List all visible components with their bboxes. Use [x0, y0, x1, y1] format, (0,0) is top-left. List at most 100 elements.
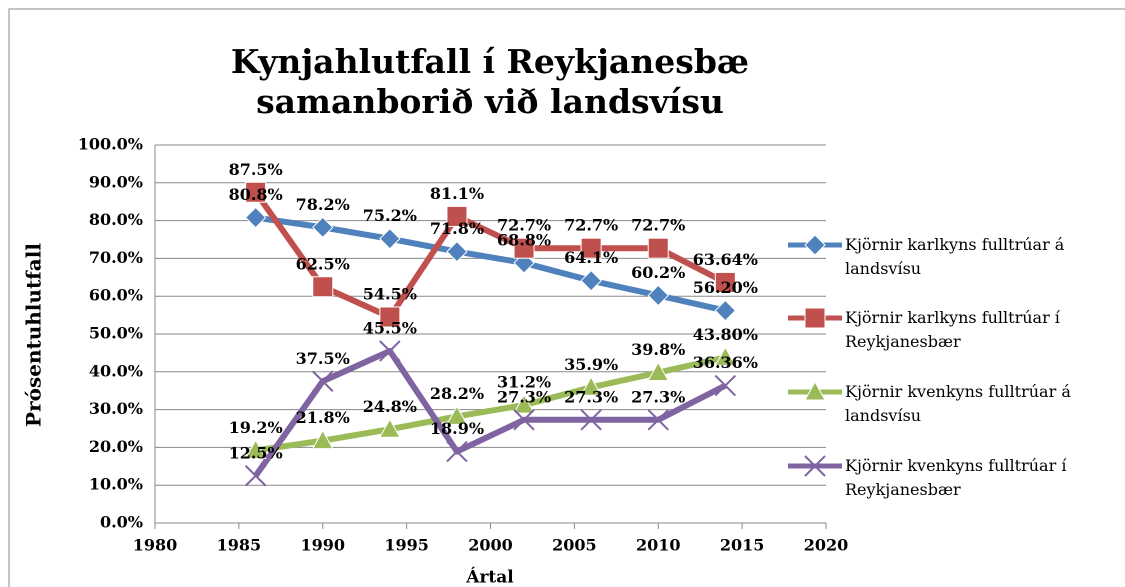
data-label: 37.5% — [296, 349, 350, 368]
marker — [244, 206, 267, 229]
data-label: 72.7% — [631, 216, 685, 235]
data-label: 36.36% — [693, 353, 758, 372]
marker — [311, 429, 334, 450]
marker — [312, 370, 334, 392]
data-label: 35.9% — [564, 355, 618, 374]
x-tick-label: 1980 — [133, 536, 178, 555]
marker — [379, 306, 401, 328]
marker — [804, 234, 826, 256]
marker — [446, 405, 468, 425]
legend-label: Kjörnir karlkyns fulltrúar á landsvísu — [845, 235, 1065, 278]
marker — [647, 361, 670, 382]
data-label: 43.80% — [693, 325, 758, 344]
legend-label: Kjörnir kvenkyns fulltrúar á landsvísu — [845, 382, 1071, 425]
marker — [446, 440, 468, 463]
x-tick-label: 2010 — [636, 536, 681, 555]
marker — [804, 380, 826, 401]
y-tick-label: 30.0% — [89, 399, 143, 418]
data-label: 56.20% — [693, 278, 758, 297]
marker — [513, 237, 535, 259]
data-label: 31.2% — [497, 373, 551, 392]
data-label: 68.8% — [497, 230, 551, 249]
marker — [446, 205, 468, 227]
data-label: 71.8% — [430, 219, 484, 238]
series-line — [255, 354, 727, 454]
y-tick-label: 100.0% — [78, 135, 143, 154]
data-label: 75.2% — [363, 206, 417, 225]
chart-title: Kynjahlutfall í Reykjanesbæ samanborið v… — [230, 42, 750, 121]
marker — [245, 181, 267, 203]
x-tick-label: 1985 — [217, 536, 262, 555]
x-tick-label: 1990 — [300, 536, 345, 555]
x-axis-title: Ártal — [465, 567, 514, 587]
data-label: 27.3% — [497, 387, 551, 406]
data-label: 64.1% — [564, 248, 618, 267]
marker — [714, 299, 737, 322]
series-line — [253, 190, 727, 320]
marker — [647, 284, 669, 307]
marker — [580, 409, 602, 431]
marker — [804, 455, 826, 477]
marker — [513, 409, 535, 431]
data-label: 54.5% — [363, 284, 417, 303]
data-label: 27.3% — [564, 387, 618, 406]
marker — [580, 269, 602, 292]
frame — [8, 8, 1125, 587]
series-line — [253, 348, 727, 478]
marker — [513, 394, 535, 414]
data-label: 80.8% — [229, 185, 283, 204]
data-label: 72.7% — [497, 216, 551, 235]
marker — [714, 346, 737, 366]
data-label: 45.5% — [363, 319, 417, 338]
legend-label: Kjörnir karlkyns fulltrúar í Reykjanesbæ… — [845, 308, 1060, 351]
data-label: 18.9% — [430, 419, 484, 438]
legend-label: Kjörnir kvenkyns fulltrúar í Reykjanesbæ… — [845, 456, 1067, 499]
x-tick-label: 2000 — [468, 536, 513, 555]
marker — [312, 216, 334, 239]
data-label: 81.1% — [430, 184, 484, 203]
x-tick-label: 1995 — [384, 536, 429, 555]
y-axis-title: Prósentuhlutfall — [22, 243, 46, 427]
marker — [580, 237, 602, 259]
data-label: 72.7% — [564, 216, 618, 235]
data-label: 87.5% — [229, 160, 283, 179]
x-tick-label: 2020 — [804, 536, 849, 555]
marker — [379, 418, 401, 438]
data-label: 39.8% — [631, 340, 685, 359]
y-tick-label: 60.0% — [89, 286, 143, 305]
marker — [647, 409, 669, 431]
marker — [580, 376, 602, 396]
data-label: 78.2% — [296, 195, 350, 214]
marker — [714, 271, 736, 293]
y-tick-label: 80.0% — [89, 210, 143, 229]
marker — [379, 340, 401, 362]
data-label: 27.3% — [631, 387, 685, 406]
data-label: 62.5% — [296, 254, 350, 273]
y-tick-label: 90.0% — [89, 172, 143, 191]
y-tick-label: 70.0% — [89, 248, 143, 267]
marker — [446, 240, 468, 263]
y-tick-label: 40.0% — [89, 361, 143, 380]
marker — [312, 276, 334, 298]
data-label: 19.2% — [229, 418, 283, 437]
y-tick-label: 20.0% — [89, 437, 143, 456]
x-tick-label: 2015 — [720, 536, 765, 555]
y-tick-label: 10.0% — [89, 475, 143, 494]
marker — [244, 439, 267, 459]
data-label: 12.5% — [229, 443, 283, 462]
x-tick-label: 2005 — [552, 536, 597, 555]
y-tick-label: 0.0% — [100, 513, 143, 532]
data-label: 63.64% — [693, 250, 758, 269]
marker — [379, 228, 401, 250]
series-line — [255, 214, 727, 314]
marker — [244, 465, 267, 487]
marker — [647, 237, 669, 259]
marker — [804, 307, 826, 329]
data-label: 60.2% — [631, 263, 685, 282]
data-label: 21.8% — [296, 408, 350, 427]
y-tick-label: 50.0% — [89, 324, 143, 343]
marker — [714, 374, 737, 397]
data-label: 28.2% — [430, 384, 484, 403]
